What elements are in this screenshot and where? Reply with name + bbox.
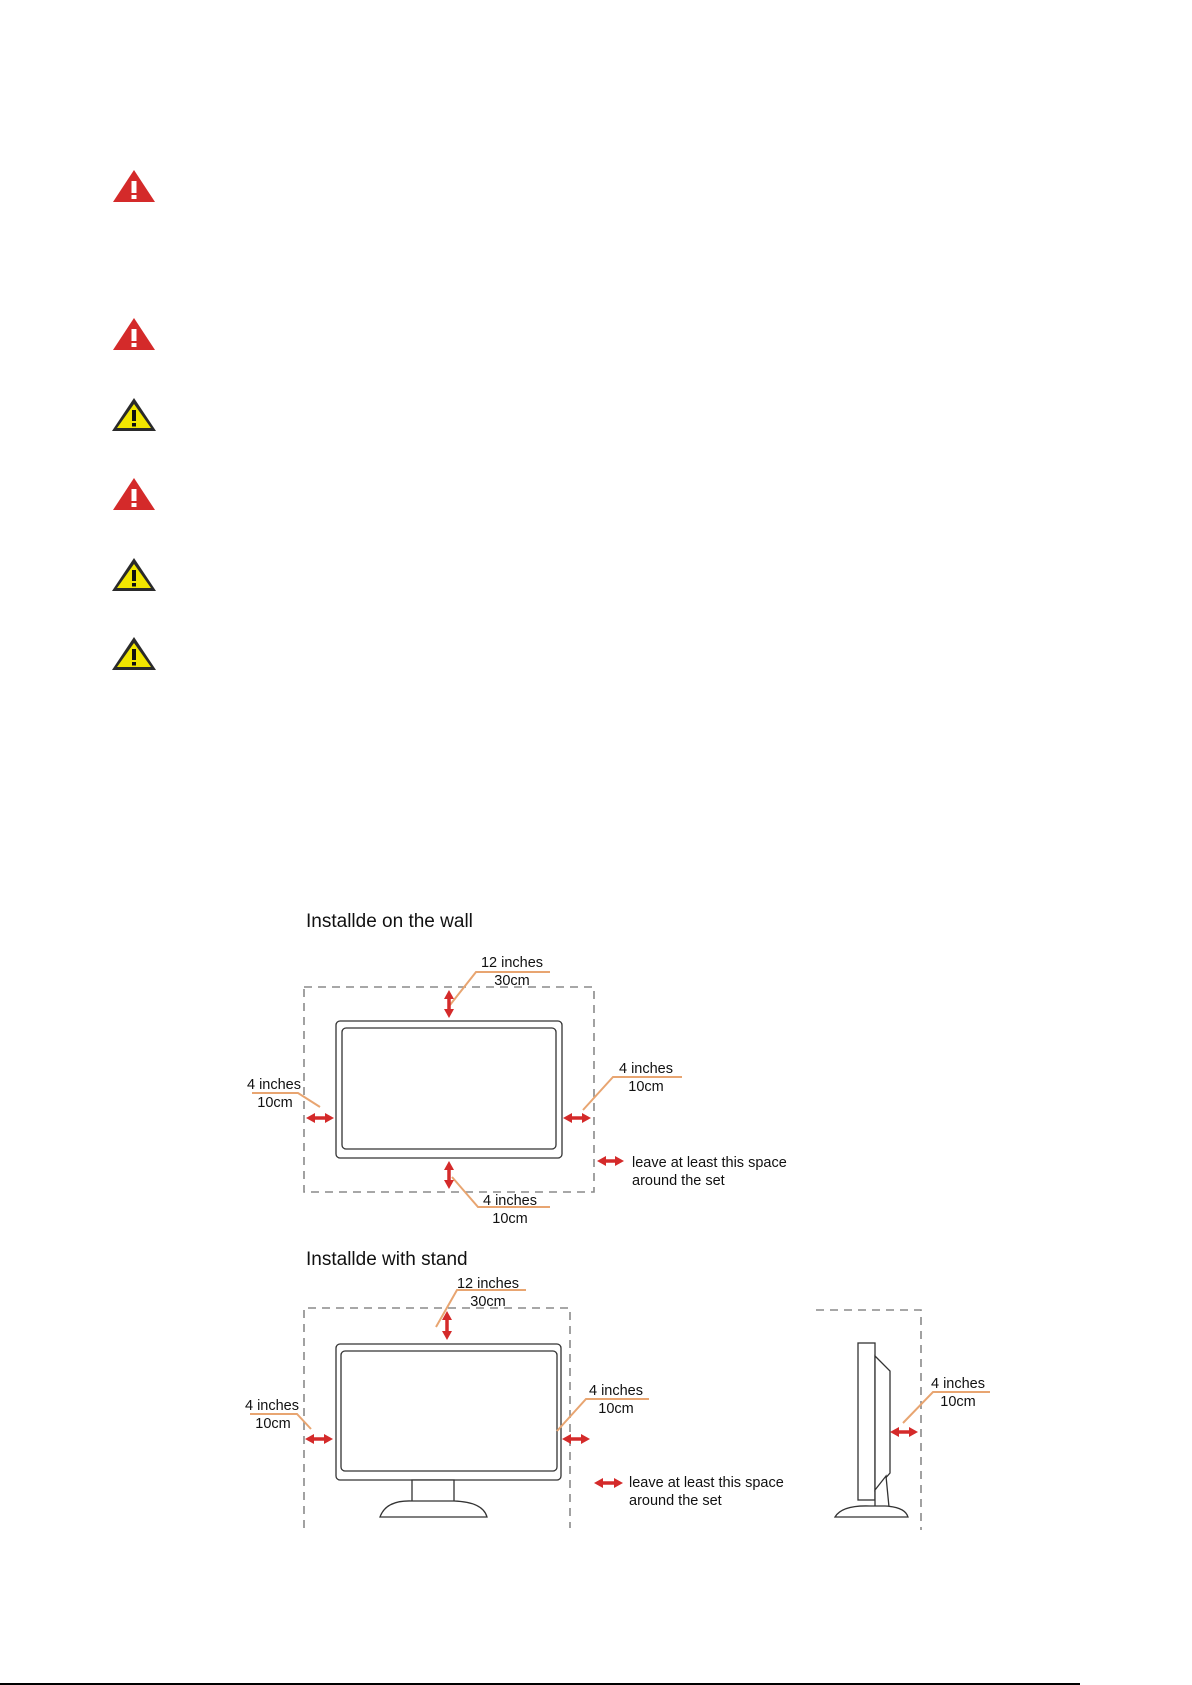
legend-text-line1: leave at least this space bbox=[629, 1475, 784, 1491]
red-warning-icon bbox=[113, 478, 155, 510]
side-inches-label: 4 inches bbox=[931, 1376, 985, 1392]
monitor-base bbox=[379, 1500, 488, 1518]
right-clearance-arrow bbox=[562, 1434, 590, 1444]
warning-icons bbox=[112, 170, 156, 670]
right-inches-label: 4 inches bbox=[619, 1061, 673, 1077]
side-cm-label: 10cm bbox=[940, 1394, 975, 1410]
side-clearance-arrow bbox=[890, 1427, 918, 1437]
leader-line bbox=[451, 1176, 550, 1208]
monitor-screen bbox=[341, 1027, 557, 1150]
stand-diagram: Installde with stand 12 inches 30cm 4 in… bbox=[245, 1249, 784, 1528]
footer-rule bbox=[0, 1683, 1080, 1685]
legend-text-line1: leave at least this space bbox=[632, 1155, 787, 1171]
monitor-panel-side bbox=[857, 1342, 876, 1501]
left-cm-label: 10cm bbox=[257, 1095, 292, 1111]
leader-line bbox=[250, 1413, 312, 1430]
top-inches-label: 12 inches bbox=[481, 955, 543, 971]
legend-text-line2: around the set bbox=[632, 1173, 725, 1189]
top-clearance-arrow bbox=[444, 990, 454, 1018]
left-cm-label: 10cm bbox=[255, 1416, 290, 1432]
leader-line bbox=[582, 1076, 682, 1111]
left-inches-label: 4 inches bbox=[247, 1077, 301, 1093]
left-clearance-arrow bbox=[306, 1113, 334, 1123]
left-clearance-arrow bbox=[305, 1434, 333, 1444]
left-inches-label: 4 inches bbox=[245, 1398, 299, 1414]
clearance-boundary bbox=[816, 1309, 922, 1530]
right-cm-label: 10cm bbox=[628, 1079, 663, 1095]
red-warning-icon bbox=[113, 170, 155, 202]
legend-arrow bbox=[597, 1156, 624, 1166]
leader-line bbox=[435, 1289, 526, 1328]
top-clearance-arrow bbox=[442, 1311, 452, 1340]
clearance-boundary bbox=[303, 986, 595, 1193]
monitor-base-side bbox=[833, 1505, 909, 1518]
top-cm-label: 30cm bbox=[494, 973, 529, 989]
leader-line bbox=[252, 1092, 321, 1108]
right-clearance-arrow bbox=[563, 1113, 591, 1123]
wall-diagram-title: Installde on the wall bbox=[306, 911, 473, 932]
monitor-screen bbox=[340, 1350, 558, 1472]
bottom-inches-label: 4 inches bbox=[483, 1193, 537, 1209]
top-inches-label: 12 inches bbox=[457, 1276, 519, 1292]
top-cm-label: 30cm bbox=[470, 1294, 505, 1310]
clearance-arrows bbox=[305, 990, 918, 1488]
monitor-neck bbox=[411, 1479, 455, 1503]
side-view-diagram: 4 inches 10cm bbox=[816, 1309, 990, 1530]
leader-line bbox=[902, 1391, 990, 1424]
bottom-clearance-arrow bbox=[444, 1161, 454, 1189]
yellow-caution-icon bbox=[112, 637, 156, 670]
legend-text-line2: around the set bbox=[629, 1493, 722, 1509]
monitor-back-side bbox=[874, 1354, 891, 1492]
legend-arrow bbox=[594, 1478, 623, 1488]
leader-line bbox=[449, 971, 550, 1006]
wall-mount-diagram: Installde on the wall 12 inches 30cm 4 i… bbox=[247, 911, 787, 1227]
right-inches-label: 4 inches bbox=[589, 1383, 643, 1399]
stand-diagram-title: Installde with stand bbox=[306, 1249, 468, 1270]
red-warning-icon bbox=[113, 318, 155, 350]
leader-line bbox=[556, 1398, 649, 1432]
yellow-caution-icon bbox=[112, 558, 156, 591]
yellow-caution-icon bbox=[112, 398, 156, 431]
bottom-cm-label: 10cm bbox=[492, 1211, 527, 1227]
right-cm-label: 10cm bbox=[598, 1401, 633, 1417]
